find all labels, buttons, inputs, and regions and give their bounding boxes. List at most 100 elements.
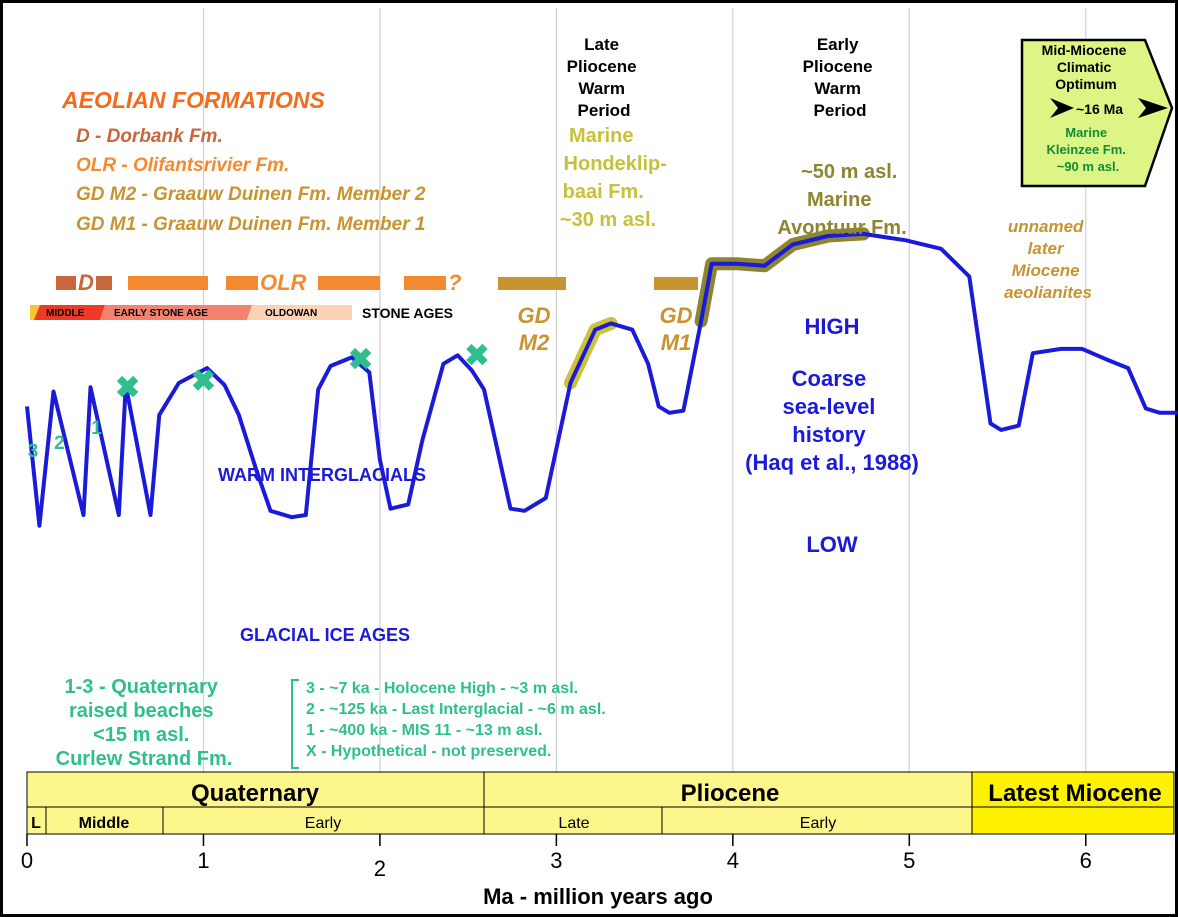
early-pliocene-warm-period: Early Pliocene Warm Period: [803, 35, 878, 120]
aeolian-item-olifantsrivier: OLR - Olifantsrivier Fm.: [76, 155, 289, 176]
arrow-left-icon: [1050, 98, 1074, 118]
kleinzee-line: Marine: [1065, 125, 1107, 140]
x-tick-label: 3: [550, 848, 562, 873]
epoch-quaternary: [26, 771, 485, 808]
subepoch-early-quaternary: [162, 806, 485, 835]
x-marker-icon: ✖: [464, 339, 489, 372]
x-axis-label: Ma - million years ago: [483, 884, 713, 909]
x-tick-label: 2: [374, 856, 386, 881]
low-label: LOW: [806, 532, 858, 557]
beaches-line: <15 m asl.: [93, 724, 189, 746]
beach-peak-label: 3: [28, 441, 39, 462]
later-miocene-line: Miocene: [1012, 261, 1080, 280]
beaches-line: Curlew Strand Fm.: [56, 748, 233, 770]
sea-level-curve: [25, 231, 1178, 528]
gd-m1-label: GD M1: [660, 303, 693, 355]
x-marker-icon: ✖: [348, 344, 373, 377]
gd-m2-bar: [498, 277, 566, 290]
period-line: Warm: [578, 79, 625, 98]
x-tick-label: 6: [1080, 848, 1092, 873]
avontuur-formation: ~50 m asl. Marine Avontuur Fm.: [777, 161, 906, 239]
beach-legend: 3 - ~7 ka - Holocene High - ~3 m asl. 2 …: [291, 679, 606, 769]
subepoch-early-q-label: Early: [305, 815, 341, 832]
hondeklip-line: Hondeklip-: [564, 153, 667, 175]
warm-interglacials-label: WARM INTERGLACIALS: [218, 465, 426, 485]
stone-ages-label: STONE AGES: [362, 305, 453, 321]
hondeklip-line: baai Fm.: [563, 181, 644, 203]
epoch-pliocene: [483, 771, 973, 808]
subepoch-late-p-label: Late: [558, 815, 589, 832]
hondeklip-formation: Marine Hondeklip- baai Fm. ~30 m asl.: [560, 125, 673, 231]
x-marker-icon: ✖: [191, 365, 216, 398]
x-tick-label: 0: [21, 848, 33, 873]
beach-peak-label: 2: [54, 433, 65, 454]
stone-ages-band: MIDDLE EARLY STONE AGE OLDOWAN STONE AGE…: [30, 305, 453, 321]
mid-miocene-age: ~16 Ma: [1076, 101, 1123, 117]
mid-miocene-line: Optimum: [1055, 76, 1116, 92]
period-line: Period: [814, 101, 867, 120]
late-pliocene-warm-period: Late Pliocene Warm Period: [567, 35, 642, 120]
period-line: Warm: [814, 79, 861, 98]
subepoch-early-p-label: Early: [800, 815, 836, 832]
sea-level-line: Coarse: [792, 366, 867, 391]
avontuur-line: ~50 m asl.: [801, 161, 897, 183]
stone-age-oldowan-label: OLDOWAN: [265, 308, 317, 319]
subepoch-l-label: L: [31, 815, 41, 832]
aeolian-legend: AEOLIAN FORMATIONS D - Dorbank Fm. OLR -…: [61, 87, 426, 235]
later-miocene-line: aeolianites: [1004, 283, 1092, 302]
stone-age-middle: [30, 305, 105, 320]
mid-miocene-heading: Mid-Miocene Climatic Optimum: [1042, 42, 1131, 92]
sea-level-annotation: HIGH Coarse sea-level history (Haq et al…: [745, 314, 919, 557]
beaches-line: 1-3 - Quaternary: [65, 676, 219, 698]
sea-level-line: (Haq et al., 1988): [745, 450, 919, 475]
olifantsrivier-bar: [318, 276, 380, 290]
sea-level-line: sea-level: [782, 394, 875, 419]
subepoch-middle-label: Middle: [79, 815, 130, 832]
epoch-band: Quaternary Pliocene Latest Miocene L Mid…: [26, 771, 1175, 835]
stone-age-early: [100, 305, 252, 320]
later-miocene-aeolianites: unnamed later Miocene aeolianites: [1004, 217, 1092, 302]
avontuur-line: Avontuur Fm.: [777, 217, 906, 239]
period-line: Pliocene: [803, 57, 873, 76]
gd-m1-label-line: GD: [660, 303, 693, 328]
kleinzee-formation: Marine Kleinzee Fm. ~90 m asl.: [1046, 125, 1129, 174]
stone-age-middle-label: MIDDLE: [46, 308, 85, 319]
olifantsrivier-bar: [226, 276, 258, 290]
high-label: HIGH: [805, 314, 860, 339]
period-line: Period: [578, 101, 631, 120]
aeolian-item-gd-m2: GD M2 - Graauw Duinen Fm. Member 2: [76, 184, 426, 205]
subepoch-late-pliocene: [483, 806, 663, 835]
subepoch-early-pliocene: [661, 806, 973, 835]
gd-m2-label-line: GD: [518, 303, 551, 328]
marine-formations: Marine Hondeklip- baai Fm. ~30 m asl. ~5…: [560, 125, 907, 239]
hondeklip-line: Marine: [569, 125, 633, 147]
x-tick-label: 5: [903, 848, 915, 873]
uncertain-bar-label: ?: [448, 270, 461, 295]
stone-age-early-label: EARLY STONE AGE: [114, 308, 208, 319]
x-axis: 0 1 2 3 4 5 6: [21, 834, 1092, 881]
dorbank-bar: [56, 276, 76, 290]
epoch-pliocene-label: Pliocene: [681, 780, 780, 807]
beach-peak-labels: 3 2 1: [28, 418, 103, 462]
hypothetical-markers: ✖ ✖ ✖ ✖: [115, 339, 490, 404]
kleinzee-line: Kleinzee Fm.: [1046, 142, 1125, 157]
period-line: Pliocene: [567, 57, 637, 76]
raised-beaches-text: 1-3 - Quaternary raised beaches <15 m as…: [56, 676, 233, 770]
aeolian-item-dorbank: D - Dorbank Fm.: [76, 126, 223, 147]
mid-miocene-line: Climatic: [1057, 59, 1112, 75]
aeolian-title: AEOLIAN FORMATIONS: [61, 87, 325, 113]
avontuur-line: Marine: [807, 189, 871, 211]
gd-m2-label-line: M2: [519, 330, 550, 355]
epoch-latest-miocene: [971, 771, 1175, 808]
gd-m1-bar: [654, 277, 698, 290]
arrow-right-icon: [1138, 98, 1168, 118]
period-headings: Late Pliocene Warm Period Early Pliocene…: [567, 35, 878, 120]
beach-legend-line: 3 - ~7 ka - Holocene High - ~3 m asl.: [306, 680, 578, 697]
mid-miocene-box: Mid-Miocene Climatic Optimum ~16 Ma Mari…: [1020, 38, 1174, 188]
x-marker-icon: ✖: [115, 371, 140, 404]
beaches-line: raised beaches: [69, 700, 214, 722]
stone-age-oldowan: [247, 305, 352, 320]
dorbank-bar: [96, 276, 112, 290]
